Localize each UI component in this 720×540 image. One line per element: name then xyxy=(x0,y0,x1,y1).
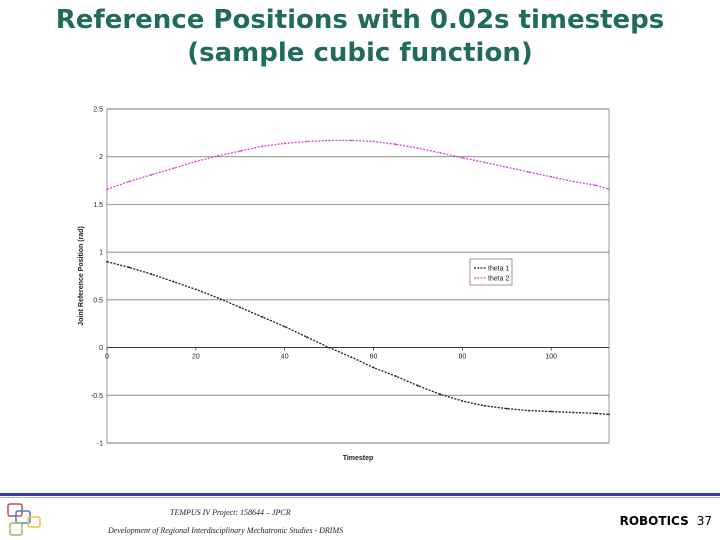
footer-rule xyxy=(0,493,720,496)
grid-lines xyxy=(106,108,609,444)
data-point-theta1 xyxy=(106,260,108,263)
data-point-theta1 xyxy=(194,288,197,291)
data-point-theta1 xyxy=(150,273,153,275)
data-point-theta1 xyxy=(528,409,530,412)
y-axis-title: Joint Reference Position (rad) xyxy=(78,226,85,326)
y-tick-label: 0 xyxy=(99,345,103,352)
page-number: 37 xyxy=(696,514,712,528)
slide-title: Reference Positions with 0.02s timesteps… xyxy=(0,4,720,70)
x-axis-title: Timestep xyxy=(343,455,374,462)
x-tick-label: 100 xyxy=(545,354,557,361)
data-point-theta2 xyxy=(128,180,131,183)
data-point-theta2 xyxy=(483,161,486,164)
data-point-theta2 xyxy=(528,171,530,173)
legend-label-theta1: theta 1 xyxy=(488,266,510,273)
data-point-theta1 xyxy=(306,336,308,338)
data-point-theta1 xyxy=(239,306,242,309)
series-lines xyxy=(106,139,610,416)
x-tick-label: 80 xyxy=(458,354,466,361)
footer-project-text: TEMPUS IV Project: 158644 – JPCR xyxy=(170,508,291,517)
data-point-theta1 xyxy=(483,404,486,407)
data-point-theta2 xyxy=(328,139,330,142)
data-point-theta2 xyxy=(608,188,610,191)
data-point-theta1 xyxy=(394,375,397,378)
reference-position-chart: 2.521.510.50-0.5-10 20 40 60 80 100 Timestep … xyxy=(78,107,610,462)
footer-development-text: Development of Regional Interdisciplinar… xyxy=(108,526,344,535)
data-point-theta1 xyxy=(328,346,330,349)
data-point-theta2 xyxy=(283,142,286,145)
data-point-theta2 xyxy=(372,140,375,143)
data-point-theta2 xyxy=(306,140,308,143)
data-point-theta1 xyxy=(594,412,597,415)
data-point-theta1 xyxy=(550,410,553,413)
data-point-theta2 xyxy=(106,188,108,191)
y-tick-label: -1 xyxy=(97,441,103,448)
series-line-theta2 xyxy=(106,139,610,190)
x-tick-label: 0 xyxy=(105,354,109,361)
data-point-theta1 xyxy=(261,316,264,318)
data-point-theta2 xyxy=(505,166,508,169)
footer-rule-thin xyxy=(0,497,720,498)
data-point-theta1 xyxy=(572,411,575,414)
data-point-theta1 xyxy=(372,366,375,369)
x-tick-label: 40 xyxy=(281,354,289,361)
project-logo xyxy=(7,503,41,536)
data-point-theta1 xyxy=(350,356,353,358)
data-point-theta1 xyxy=(439,393,442,396)
data-point-theta2 xyxy=(572,180,575,183)
data-point-theta2 xyxy=(150,173,153,176)
data-point-theta2 xyxy=(350,139,353,142)
data-point-theta2 xyxy=(394,143,397,146)
course-label: ROBOTICS xyxy=(619,514,689,528)
data-point-theta2 xyxy=(594,184,597,187)
y-tick-label: 0.5 xyxy=(93,297,103,304)
y-tick-label: 2 xyxy=(99,154,103,161)
data-point-theta2 xyxy=(172,167,175,170)
legend-box xyxy=(469,258,513,286)
data-point-theta2 xyxy=(239,150,242,152)
series-line-theta1 xyxy=(106,261,610,416)
y-tick-label: -0.5 xyxy=(91,393,103,400)
data-point-theta2 xyxy=(439,152,442,154)
data-point-theta1 xyxy=(505,407,508,410)
data-point-theta1 xyxy=(417,384,419,387)
data-point-theta1 xyxy=(461,400,464,402)
data-point-theta2 xyxy=(217,154,220,157)
data-point-theta1 xyxy=(128,266,131,269)
y-tick-label: 1 xyxy=(99,250,103,257)
slide-title-line2: (sample cubic function) xyxy=(187,38,533,68)
data-point-theta2 xyxy=(461,156,464,159)
chart-legend: theta 1 theta 2 xyxy=(469,258,513,286)
data-point-theta1 xyxy=(608,413,610,416)
y-tick-label: 2.5 xyxy=(93,107,103,114)
legend-label-theta2: theta 2 xyxy=(488,276,510,283)
footer-course: ROBOTICS 37 xyxy=(620,514,712,528)
data-point-theta2 xyxy=(550,175,553,178)
tick-labels: 2.5 2 1.5 1 0.5 0 -0.5 -1 0 20 40 60 80 100 xyxy=(91,107,557,448)
plot-area xyxy=(106,108,610,444)
data-point-theta1 xyxy=(172,280,175,283)
data-point-theta2 xyxy=(261,145,264,148)
x-tick-label: 60 xyxy=(370,354,378,361)
slide-title-line1: Reference Positions with 0.02s timesteps xyxy=(55,5,665,35)
y-tick-label: 1.5 xyxy=(93,202,103,209)
data-point-theta1 xyxy=(217,297,220,299)
data-point-theta1 xyxy=(283,325,286,328)
x-tick-label: 20 xyxy=(192,354,200,361)
data-point-theta2 xyxy=(194,160,197,163)
data-point-theta2 xyxy=(417,147,419,149)
